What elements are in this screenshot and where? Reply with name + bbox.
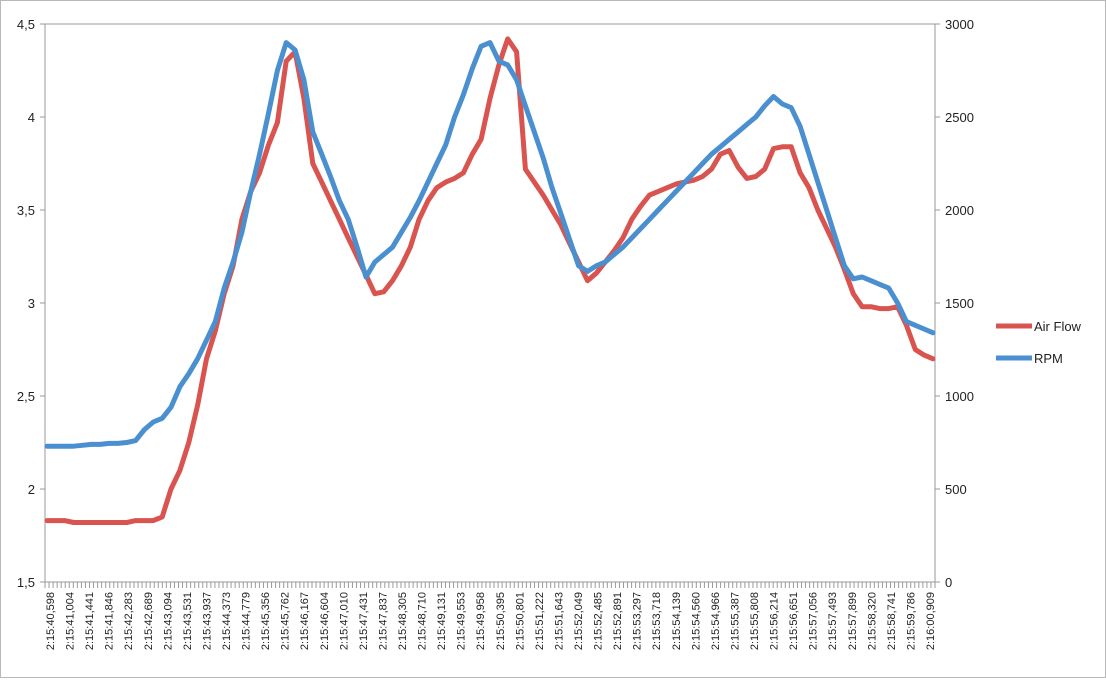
x-tick-label: 2:15:57,493: [827, 592, 839, 650]
x-tick-label: 2:15:43,094: [162, 592, 174, 650]
y-right-tick-label: 2500: [945, 110, 974, 125]
x-tick-label: 2:15:45,762: [280, 592, 292, 650]
x-tick-label: 2:15:56,214: [769, 592, 781, 650]
x-tick-label: 2:15:51,643: [553, 592, 565, 650]
x-tick-label: 2:15:59,786: [905, 592, 917, 650]
x-tick-label: 2:15:52,485: [593, 592, 605, 650]
x-tick-label: 2:15:56,651: [788, 592, 800, 650]
y-right-tick-label: 2000: [945, 203, 974, 218]
x-tick-label: 2:15:41,846: [104, 592, 116, 650]
x-tick-label: 2:16:00,909: [925, 592, 937, 650]
x-tick-label: 2:15:54,560: [690, 592, 702, 650]
x-tick-label: 2:15:43,531: [182, 592, 194, 650]
axes: 1,5 2 2,5 3 3,5 4 4,5 0 500 1000 1500 2000 2500 3000 2…: [17, 17, 974, 650]
legend-label-rpm: RPM: [1034, 351, 1063, 366]
x-tick-label: 2:15:51,222: [534, 592, 546, 650]
y-right-tick-label: 500: [945, 482, 967, 497]
series-lines: [44, 36, 936, 525]
x-tick-label: 2:15:40,598: [45, 592, 57, 650]
series-line-air-flow: [44, 36, 936, 525]
x-tick-label: 2:15:48,710: [417, 592, 429, 650]
x-tick-label: 2:15:53,718: [651, 592, 663, 650]
x-tick-label: 2:15:57,056: [808, 592, 820, 650]
x-tick-label: 2:15:49,131: [436, 592, 448, 650]
x-tick-label: 2:15:53,297: [632, 592, 644, 650]
y-right-tick-label: 0: [945, 575, 952, 590]
x-tick-label: 2:15:46,167: [299, 592, 311, 650]
x-tick-label: 2:15:52,049: [573, 592, 585, 650]
x-tick-label: 2:15:42,689: [143, 592, 155, 650]
x-tick-label: 2:15:41,004: [65, 592, 77, 650]
x-tick-label: 2:15:46,604: [319, 592, 331, 650]
x-tick-label: 2:15:49,958: [475, 592, 487, 650]
x-tick-label: 2:15:55,387: [729, 592, 741, 650]
x-tick-label: 2:15:43,937: [201, 592, 213, 650]
x-tick-label: 2:15:44,779: [241, 592, 253, 650]
x-tick-label: 2:15:58,320: [866, 592, 878, 650]
x-tick-label: 2:15:58,741: [886, 592, 898, 650]
x-tick-label: 2:15:54,139: [671, 592, 683, 650]
y-right-tick-label: 1000: [945, 389, 974, 404]
x-tick-label: 2:15:57,899: [847, 592, 859, 650]
series-line-rpm: [44, 40, 936, 449]
x-tick-label: 2:15:47,837: [377, 592, 389, 650]
x-tick-label: 2:15:41,441: [84, 592, 96, 650]
y-left-tick-label: 4: [28, 110, 35, 125]
x-tick-label: 2:15:47,431: [358, 592, 370, 650]
y-left-tick-label: 2,5: [17, 389, 35, 404]
y-left-tick-label: 4,5: [17, 17, 35, 32]
x-tick-label: 2:15:48,305: [397, 592, 409, 650]
x-tick-label: 2:15:54,966: [710, 592, 722, 650]
x-tick-label: 2:15:50,801: [514, 592, 526, 650]
y-left-tick-label: 3: [28, 296, 35, 311]
y-right-tick-label: 1500: [945, 296, 974, 311]
x-tick-label: 2:15:55,808: [749, 592, 761, 650]
x-tick-label: 2:15:44,373: [221, 592, 233, 650]
x-tick-label: 2:15:42,283: [123, 592, 135, 650]
x-tick-label: 2:15:49,553: [456, 592, 468, 650]
x-tick-label: 2:15:45,356: [260, 592, 272, 650]
legend-label-air-flow: Air Flow: [1034, 319, 1082, 334]
x-tick-label: 2:15:47,010: [338, 592, 350, 650]
x-tick-label: 2:15:52,891: [612, 592, 624, 650]
y-right-tick-label: 3000: [945, 17, 974, 32]
x-tick-label: 2:15:50,395: [495, 592, 507, 650]
y-left-tick-label: 3,5: [17, 203, 35, 218]
y-left-tick-label: 1,5: [17, 575, 35, 590]
y-left-tick-label: 2: [28, 482, 35, 497]
legend: Air Flow RPM: [996, 319, 1082, 366]
